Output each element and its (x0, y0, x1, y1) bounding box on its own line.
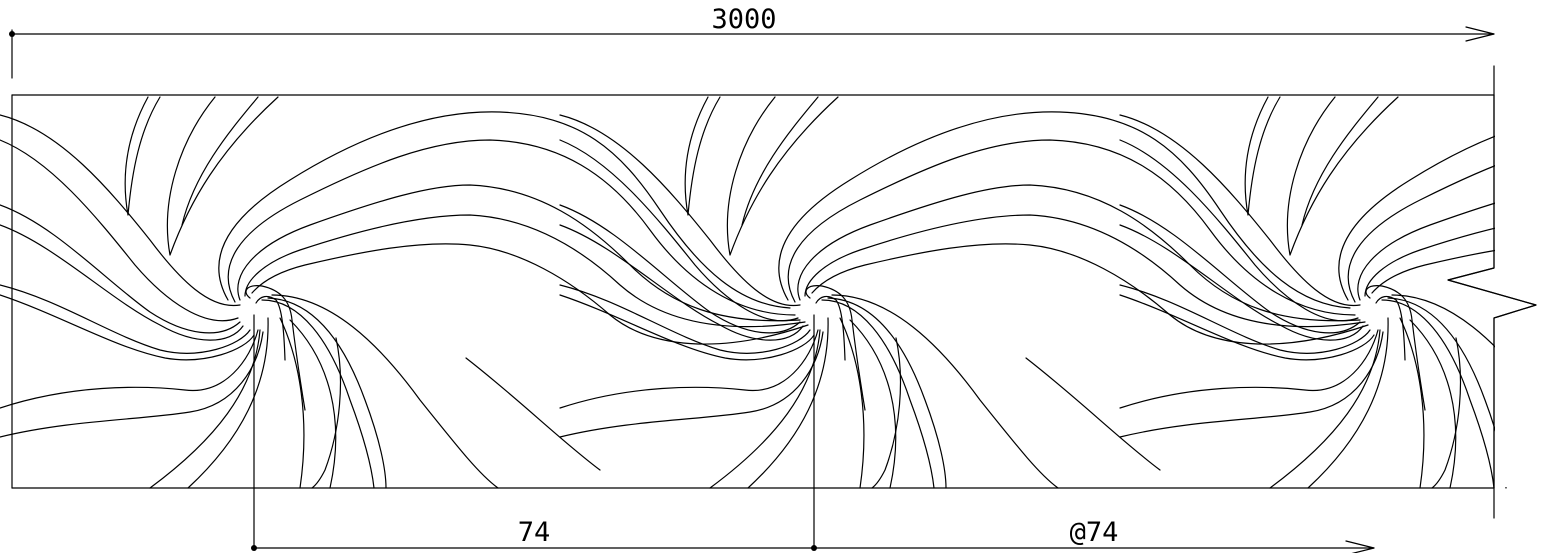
mask-right (1495, 96, 1550, 268)
segment-label-first: 74 (518, 517, 551, 548)
bottom-arrow-icon (1346, 541, 1374, 553)
bottom-dimension-dot-1 (251, 545, 257, 551)
overall-dimension-label: 3000 (711, 4, 776, 35)
swirl-module-1 (0, 97, 808, 488)
swirl-module-3 (1120, 97, 1550, 488)
overall-dimension: 3000 (9, 4, 1494, 78)
swirl-module-2 (560, 97, 1368, 488)
panel-frame (12, 66, 1536, 518)
mask-right-lower (1495, 318, 1550, 487)
bottom-dimension-dot-2 (811, 545, 817, 551)
swirl-pattern (0, 97, 1550, 488)
bottom-dimension: 74 @74 (251, 315, 1374, 553)
segment-label-repeat: @74 (1070, 517, 1119, 548)
